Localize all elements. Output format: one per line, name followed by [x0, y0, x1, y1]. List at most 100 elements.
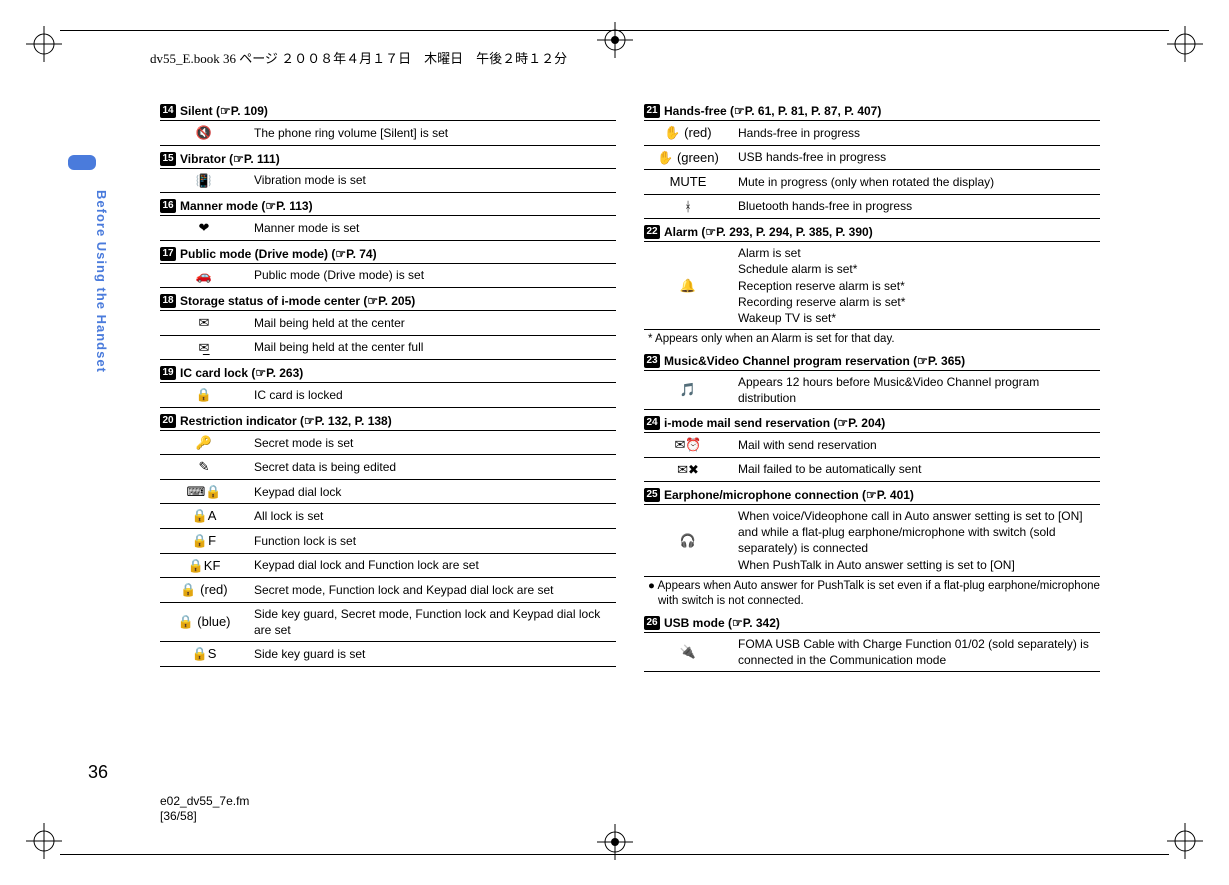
section-title: Alarm (☞P. 293, P. 294, P. 385, P. 390)	[664, 225, 873, 239]
section-number: 25	[644, 488, 660, 502]
table-row: ❤Manner mode is set	[160, 216, 616, 241]
row-icon: 🔔	[644, 242, 732, 330]
definition-table: 📳Vibration mode is set	[160, 168, 616, 194]
row-icon: 🔒 (blue)	[160, 602, 248, 641]
crop-mark-bl	[26, 823, 62, 859]
row-icon: 🔌	[644, 632, 732, 671]
definition-table: ✉⏰Mail with send reservation✉✖Mail faile…	[644, 432, 1100, 482]
row-icon: ✉̲	[160, 335, 248, 360]
row-icon: 🎧	[644, 505, 732, 577]
section-title: Restriction indicator (☞P. 132, P. 138)	[180, 414, 392, 428]
section-title: Silent (☞P. 109)	[180, 104, 268, 118]
row-icon: 🔒F	[160, 529, 248, 554]
table-row: ✋ (green)USB hands-free in progress	[644, 145, 1100, 170]
table-row: ᚼBluetooth hands-free in progress	[644, 194, 1100, 219]
table-row: 🔒 (blue)Side key guard, Secret mode, Fun…	[160, 602, 616, 641]
row-icon: 🔇	[160, 121, 248, 146]
row-icon: 🎵	[644, 370, 732, 409]
section-title: Music&Video Channel program reservation …	[664, 354, 965, 368]
row-icon: ✎	[160, 455, 248, 480]
row-desc: Secret data is being edited	[248, 455, 616, 480]
row-desc: Mail being held at the center full	[248, 335, 616, 360]
section-note: ● Appears when Auto answer for PushTalk …	[644, 579, 1100, 610]
row-desc: All lock is set	[248, 504, 616, 529]
definition-table: 🔔Alarm is setSchedule alarm is set*Recep…	[644, 241, 1100, 330]
row-icon: 🔒S	[160, 642, 248, 667]
color-patch	[68, 155, 96, 170]
print-header: dv55_E.book 36 ページ ２００８年４月１７日 木曜日 午後２時１２…	[150, 48, 567, 67]
table-row: 🔇The phone ring volume [Silent] is set	[160, 121, 616, 146]
row-icon: 🔑	[160, 430, 248, 455]
definition-table: 🚗Public mode (Drive mode) is set	[160, 263, 616, 289]
section-heading: 19IC card lock (☞P. 263)	[160, 366, 616, 380]
row-desc: Mute in progress (only when rotated the …	[732, 170, 1100, 195]
table-row: 🔌FOMA USB Cable with Charge Function 01/…	[644, 632, 1100, 671]
section-number: 23	[644, 354, 660, 368]
section-title: Storage status of i-mode center (☞P. 205…	[180, 294, 415, 308]
section-title: Vibrator (☞P. 111)	[180, 152, 280, 166]
table-row: 📳Vibration mode is set	[160, 168, 616, 193]
table-row: ✉✖Mail failed to be automatically sent	[644, 457, 1100, 482]
definition-table: 🎧When voice/Videophone call in Auto answ…	[644, 504, 1100, 577]
row-icon: ✋ (green)	[644, 145, 732, 170]
section-heading: 16Manner mode (☞P. 113)	[160, 199, 616, 213]
row-desc: IC card is locked	[248, 383, 616, 408]
table-row: 🎧When voice/Videophone call in Auto answ…	[644, 505, 1100, 577]
row-desc: Bluetooth hands-free in progress	[732, 194, 1100, 219]
row-desc: Side key guard is set	[248, 642, 616, 667]
table-row: 🔔Alarm is setSchedule alarm is set*Recep…	[644, 242, 1100, 330]
reg-mark-top	[597, 22, 633, 61]
page-number: 36	[88, 762, 108, 783]
row-desc: When voice/Videophone call in Auto answe…	[732, 505, 1100, 577]
crop-mark-tr	[1167, 26, 1203, 62]
section-number: 19	[160, 366, 176, 380]
table-row: ✋ (red)Hands-free in progress	[644, 121, 1100, 146]
table-row: 🎵Appears 12 hours before Music&Video Cha…	[644, 370, 1100, 409]
row-desc: The phone ring volume [Silent] is set	[248, 121, 616, 146]
definition-table: 🔌FOMA USB Cable with Charge Function 01/…	[644, 632, 1100, 672]
definition-table: ✉Mail being held at the center✉̲Mail bei…	[160, 310, 616, 360]
section-heading: 14Silent (☞P. 109)	[160, 104, 616, 118]
sidebar-chapter: Before Using the Handset	[94, 190, 109, 373]
table-row: 🔒SSide key guard is set	[160, 642, 616, 667]
section-heading: 17Public mode (Drive mode) (☞P. 74)	[160, 247, 616, 261]
table-row: ✉̲Mail being held at the center full	[160, 335, 616, 360]
table-row: 🚗Public mode (Drive mode) is set	[160, 263, 616, 288]
footer-pos: [36/58]	[160, 809, 249, 825]
row-desc: Hands-free in progress	[732, 121, 1100, 146]
section-note: * Appears only when an Alarm is set for …	[644, 332, 1100, 348]
section-number: 21	[644, 104, 660, 118]
row-icon: MUTE	[644, 170, 732, 195]
row-desc: Secret mode, Function lock and Keypad di…	[248, 578, 616, 603]
definition-table: 🔑Secret mode is set✎Secret data is being…	[160, 430, 616, 667]
row-desc: Keypad dial lock	[248, 479, 616, 504]
section-number: 16	[160, 199, 176, 213]
table-row: ⌨🔒Keypad dial lock	[160, 479, 616, 504]
table-row: 🔒IC card is locked	[160, 383, 616, 408]
section-number: 18	[160, 294, 176, 308]
section-heading: 20Restriction indicator (☞P. 132, P. 138…	[160, 414, 616, 428]
row-icon: ✉⏰	[644, 433, 732, 458]
row-desc: Secret mode is set	[248, 430, 616, 455]
table-row: 🔑Secret mode is set	[160, 430, 616, 455]
footer-filename: e02_dv55_7e.fm [36/58]	[160, 794, 249, 825]
definition-table: ✋ (red)Hands-free in progress✋ (green)US…	[644, 120, 1100, 219]
section-heading: 25Earphone/microphone connection (☞P. 40…	[644, 488, 1100, 502]
definition-table: 🔇The phone ring volume [Silent] is set	[160, 120, 616, 146]
section-number: 15	[160, 152, 176, 166]
section-title: USB mode (☞P. 342)	[664, 616, 780, 630]
definition-table: ❤Manner mode is set	[160, 215, 616, 241]
row-icon: 🚗	[160, 263, 248, 288]
row-desc: Mail being held at the center	[248, 311, 616, 336]
row-desc: Appears 12 hours before Music&Video Chan…	[732, 370, 1100, 409]
table-row: 🔒 (red)Secret mode, Function lock and Ke…	[160, 578, 616, 603]
row-desc: Keypad dial lock and Function lock are s…	[248, 553, 616, 578]
row-icon: ✉✖	[644, 457, 732, 482]
row-desc: Function lock is set	[248, 529, 616, 554]
section-heading: 23 Music&Video Channel program reservatio…	[644, 354, 1100, 368]
definition-table: 🔒IC card is locked	[160, 382, 616, 408]
row-desc: Manner mode is set	[248, 216, 616, 241]
section-heading: 22Alarm (☞P. 293, P. 294, P. 385, P. 390…	[644, 225, 1100, 239]
row-desc: Mail with send reservation	[732, 433, 1100, 458]
row-desc: Side key guard, Secret mode, Function lo…	[248, 602, 616, 641]
